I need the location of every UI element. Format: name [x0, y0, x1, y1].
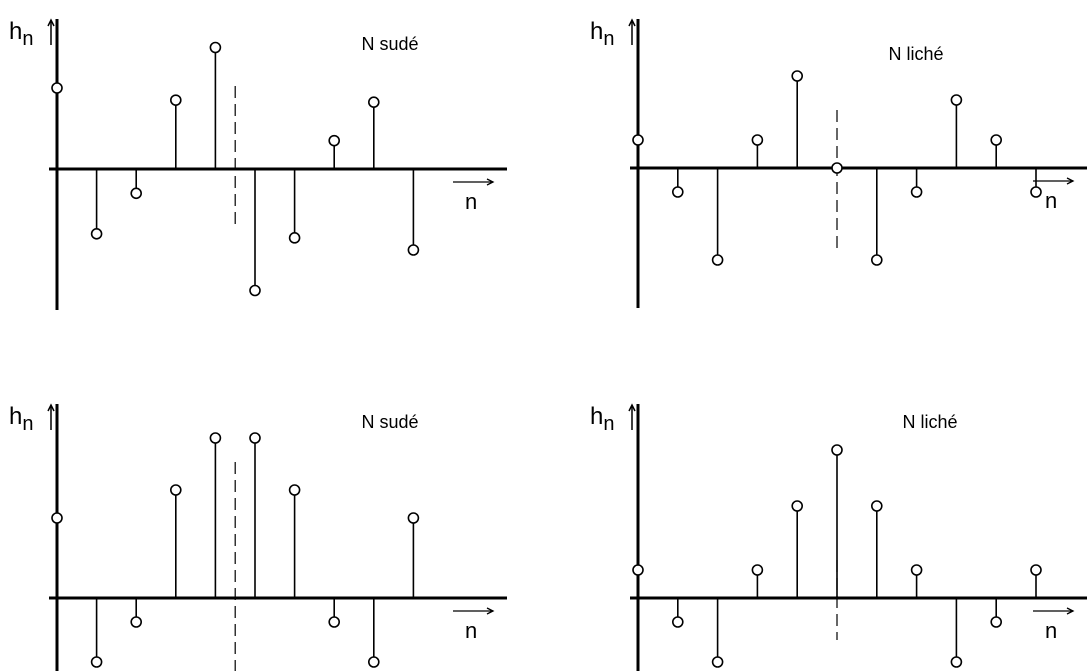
- stem-marker: [831, 444, 843, 456]
- y-arrow-head-icon: [47, 403, 55, 412]
- x-arrow-head-icon: [486, 607, 495, 615]
- x-arrow-head-icon: [1066, 177, 1075, 185]
- stem-marker: [791, 500, 804, 512]
- stem-marker: [950, 94, 963, 106]
- stem-marker: [910, 186, 923, 198]
- stem-marker: [632, 134, 644, 146]
- stem-marker: [407, 512, 420, 524]
- stem-marker: [367, 656, 380, 668]
- stem-marker: [90, 228, 103, 240]
- stem-marker: [870, 500, 883, 512]
- stem-marker: [367, 96, 380, 108]
- stem-plot-3: hn n N sudé: [9, 403, 507, 671]
- stem-marker: [209, 41, 222, 54]
- stem-marker: [1030, 186, 1042, 198]
- stem-marker: [51, 82, 63, 94]
- y-axis-label: hn: [590, 403, 614, 435]
- stem-marker: [130, 187, 142, 200]
- stem-marker: [288, 484, 301, 496]
- stem-marker: [209, 432, 222, 444]
- stem-marker: [671, 186, 684, 198]
- plot-title: N liché: [902, 412, 957, 432]
- y-arrow-head-icon: [628, 403, 636, 412]
- x-axis-label: n: [465, 618, 477, 643]
- y-axis-label: hn: [9, 403, 33, 435]
- stem-marker: [751, 564, 764, 576]
- stem-plot-1: hn n N sudé: [9, 18, 507, 310]
- stem-marker: [51, 512, 63, 524]
- stem-marker: [870, 254, 883, 266]
- stem-marker: [791, 70, 804, 82]
- x-arrow-head-icon: [486, 178, 495, 186]
- stem-marker: [130, 616, 142, 628]
- x-axis-label: n: [465, 189, 477, 214]
- y-axis-label: hn: [590, 18, 614, 50]
- stem-marker: [249, 284, 261, 297]
- stem-marker: [910, 564, 923, 576]
- stem-marker: [328, 134, 341, 147]
- stem-marker: [90, 656, 103, 668]
- y-arrow-head-icon: [47, 18, 55, 27]
- stem-marker: [831, 162, 843, 174]
- plot-title: N liché: [888, 44, 943, 64]
- plot-title: N sudé: [361, 412, 418, 432]
- x-axis-label: n: [1045, 188, 1057, 213]
- stem-marker: [711, 254, 724, 266]
- y-arrow-head-icon: [628, 18, 636, 27]
- stem-marker: [249, 432, 261, 444]
- stem-marker: [950, 656, 963, 668]
- stem-plot-2: hn n N liché: [590, 18, 1087, 308]
- stem-marker: [328, 616, 341, 628]
- y-axis-label: hn: [9, 18, 33, 50]
- stem-marker: [170, 94, 182, 106]
- stem-marker: [1030, 564, 1042, 576]
- stem-marker: [711, 656, 724, 668]
- plot-title: N sudé: [361, 34, 418, 54]
- stem-marker: [990, 134, 1003, 146]
- stem-marker: [990, 616, 1003, 628]
- stem-marker: [751, 134, 764, 146]
- stem-marker: [632, 564, 644, 576]
- stem-plot-4: hn n N liché: [590, 403, 1087, 671]
- stem-marker: [288, 232, 301, 244]
- x-axis-label: n: [1045, 618, 1057, 643]
- x-arrow-head-icon: [1066, 607, 1075, 615]
- stem-marker: [671, 616, 684, 628]
- stem-marker: [407, 244, 420, 256]
- stem-marker: [170, 484, 182, 496]
